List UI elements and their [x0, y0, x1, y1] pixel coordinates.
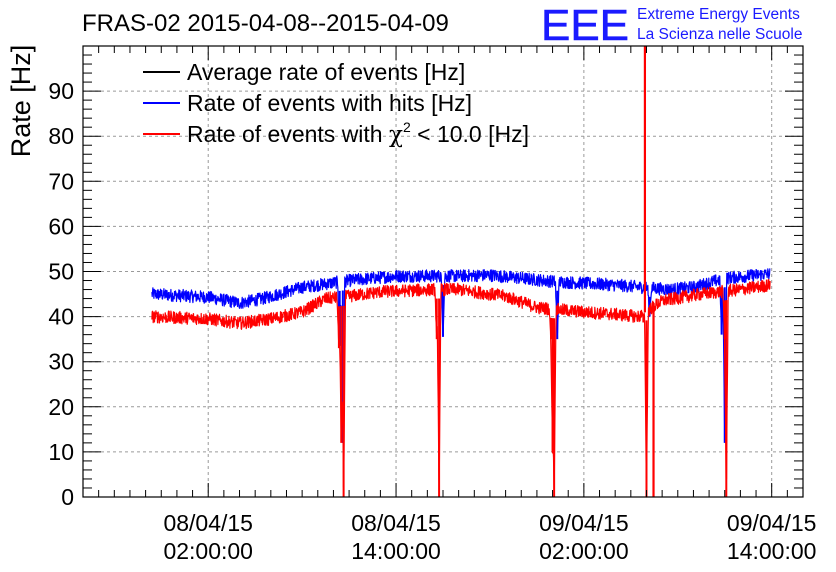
x-tick-label-time: 14:00:00	[351, 538, 441, 564]
y-tick-label: 90	[48, 78, 74, 104]
legend: Average rate of events [Hz] Rate of even…	[143, 59, 529, 148]
legend-label-chi2: Rate of events with χ2 < 10.0 [Hz]	[187, 119, 529, 148]
series-layer	[151, 46, 771, 498]
series-line-chi2	[151, 279, 771, 498]
chart-title: FRAS-02 2015-04-08--2015-04-09	[82, 10, 449, 37]
plot-frame	[82, 45, 804, 498]
x-tick-label-date: 09/04/15	[727, 510, 817, 536]
y-tick-label: 30	[48, 349, 74, 375]
x-tick-labels: 08/04/1502:00:0008/04/1514:00:0009/04/15…	[163, 510, 816, 564]
y-axis-label: Rate [Hz]	[6, 45, 36, 158]
y-tick-label: 20	[48, 394, 74, 420]
x-tick-label-date: 08/04/15	[351, 510, 441, 536]
axes	[82, 45, 804, 498]
y-tick-label: 0	[61, 484, 74, 510]
x-tick-label-time: 02:00:00	[539, 538, 629, 564]
y-tick-labels: 0 10 20 30 40 50 60 70 80 90	[48, 78, 74, 510]
legend-label-avg: Average rate of events [Hz]	[187, 59, 465, 85]
y-tick-label: 50	[48, 259, 74, 285]
x-tick-label-time: 14:00:00	[727, 538, 817, 564]
y-tick-label: 70	[48, 168, 74, 194]
eee-logo-mark: EEE	[541, 1, 629, 50]
eee-logo-line1: Extreme Energy Events	[637, 6, 800, 23]
eee-logo-line2: La Scienza nelle Scuole	[637, 26, 802, 43]
x-tick-label-time: 02:00:00	[163, 538, 253, 564]
x-tick-label-date: 09/04/15	[539, 510, 629, 536]
y-tick-label: 40	[48, 304, 74, 330]
y-tick-label: 10	[48, 439, 74, 465]
x-tick-label-date: 08/04/15	[163, 510, 253, 536]
grid-lines	[83, 46, 803, 497]
y-tick-label: 60	[48, 213, 74, 239]
eee-logo: EEE Extreme Energy Events La Scienza nel…	[541, 1, 803, 51]
legend-label-hits: Rate of events with hits [Hz]	[187, 90, 472, 116]
y-tick-label: 80	[48, 123, 74, 149]
series-line-hits	[151, 268, 771, 442]
